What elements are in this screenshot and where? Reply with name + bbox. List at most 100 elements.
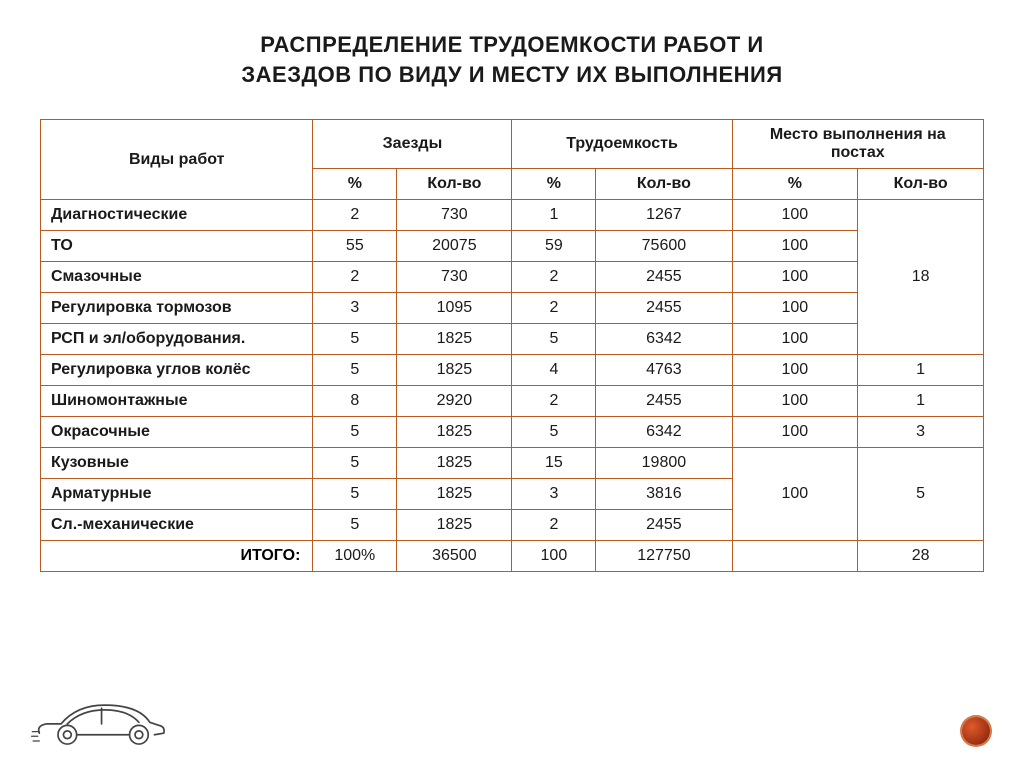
cell: 5 [512,324,596,355]
cell: 75600 [596,231,732,262]
th-entries: Заезды [313,120,512,169]
cell: 730 [397,262,512,293]
cell: 3 [858,417,984,448]
cell: 5 [313,479,397,510]
cell: 5 [512,417,596,448]
table-row: ТО 55 20075 59 75600 100 [41,231,984,262]
row-label: Сл.-механические [41,510,313,541]
cell: 1825 [397,324,512,355]
cell: 1825 [397,417,512,448]
cell: 100 [732,200,858,231]
cell: 1825 [397,448,512,479]
cell: 19800 [596,448,732,479]
cell: 20075 [397,231,512,262]
table-row: Регулировка тормозов 3 1095 2 2455 100 [41,293,984,324]
cell: 2455 [596,386,732,417]
th-place-qty: Кол-во [858,169,984,200]
cell: 100 [732,324,858,355]
cell: 2 [512,262,596,293]
cell: 1 [858,386,984,417]
table-row: Кузовные 5 1825 15 19800 100 5 [41,448,984,479]
cell: 2 [313,262,397,293]
cell: 1825 [397,479,512,510]
cell: 6342 [596,324,732,355]
row-label: Арматурные [41,479,313,510]
totals-cell: 100% [313,541,397,572]
merged-cell-pct-100: 100 [732,448,858,541]
cell: 2455 [596,262,732,293]
cell: 2455 [596,510,732,541]
cell: 5 [313,355,397,386]
cell: 6342 [596,417,732,448]
page-indicator-dot [962,717,990,745]
distribution-table: Виды работ Заезды Трудоемкость Место вып… [40,119,984,572]
row-label: РСП и эл/оборудования. [41,324,313,355]
th-labor: Трудоемкость [512,120,732,169]
row-label: Регулировка тормозов [41,293,313,324]
table-row: Смазочные 2 730 2 2455 100 [41,262,984,293]
th-entries-qty: Кол-во [397,169,512,200]
cell: 100 [732,262,858,293]
row-label: Смазочные [41,262,313,293]
cell: 5 [313,448,397,479]
cell: 59 [512,231,596,262]
cell: 2 [512,386,596,417]
totals-cell: 100 [512,541,596,572]
cell: 1825 [397,355,512,386]
cell: 5 [313,324,397,355]
page-title: РАСПРЕДЕЛЕНИЕ ТРУДОЕМКОСТИ РАБОТ И ЗАЕЗД… [40,30,984,89]
cell: 100 [732,386,858,417]
table-row: Окрасочные 5 1825 5 6342 100 3 [41,417,984,448]
cell: 8 [313,386,397,417]
th-work-types: Виды работ [41,120,313,200]
cell: 5 [313,510,397,541]
cell: 5 [313,417,397,448]
cell: 2920 [397,386,512,417]
cell: 2455 [596,293,732,324]
row-label: Диагностические [41,200,313,231]
cell: 3 [313,293,397,324]
cell: 100 [732,355,858,386]
cell: 4763 [596,355,732,386]
th-labor-pct: % [512,169,596,200]
table-row: Регулировка углов колёс 5 1825 4 4763 10… [41,355,984,386]
cell: 55 [313,231,397,262]
totals-row: ИТОГО: 100% 36500 100 127750 28 [41,541,984,572]
table-row: Диагностические 2 730 1 1267 100 18 [41,200,984,231]
cell: 1095 [397,293,512,324]
cell: 1825 [397,510,512,541]
row-label: Окрасочные [41,417,313,448]
table-body: Диагностические 2 730 1 1267 100 18 ТО 5… [41,200,984,572]
totals-cell: 127750 [596,541,732,572]
title-line-2: ЗАЕЗДОВ ПО ВИДУ И МЕСТУ ИХ ВЫПОЛНЕНИЯ [241,62,782,87]
totals-cell: 28 [858,541,984,572]
table-row: Шиномонтажные 8 2920 2 2455 100 1 [41,386,984,417]
row-label: Шиномонтажные [41,386,313,417]
th-place: Место выполнения на постах [732,120,984,169]
row-label: Кузовные [41,448,313,479]
cell: 3816 [596,479,732,510]
car-icon [30,694,170,749]
cell: 3 [512,479,596,510]
table-row: РСП и эл/оборудования. 5 1825 5 6342 100 [41,324,984,355]
cell: 100 [732,417,858,448]
cell: 2 [512,510,596,541]
cell: 4 [512,355,596,386]
cell: 1267 [596,200,732,231]
totals-label: ИТОГО: [41,541,313,572]
cell: 1 [858,355,984,386]
cell: 1 [512,200,596,231]
cell: 730 [397,200,512,231]
cell: 15 [512,448,596,479]
th-labor-qty: Кол-во [596,169,732,200]
totals-cell: 36500 [397,541,512,572]
title-line-1: РАСПРЕДЕЛЕНИЕ ТРУДОЕМКОСТИ РАБОТ И [260,32,763,57]
row-label: Регулировка углов колёс [41,355,313,386]
cell: 100 [732,293,858,324]
cell: 2 [512,293,596,324]
merged-cell-qty-18: 18 [858,200,984,355]
cell: 100 [732,231,858,262]
merged-cell-qty-5: 5 [858,448,984,541]
th-entries-pct: % [313,169,397,200]
row-label: ТО [41,231,313,262]
